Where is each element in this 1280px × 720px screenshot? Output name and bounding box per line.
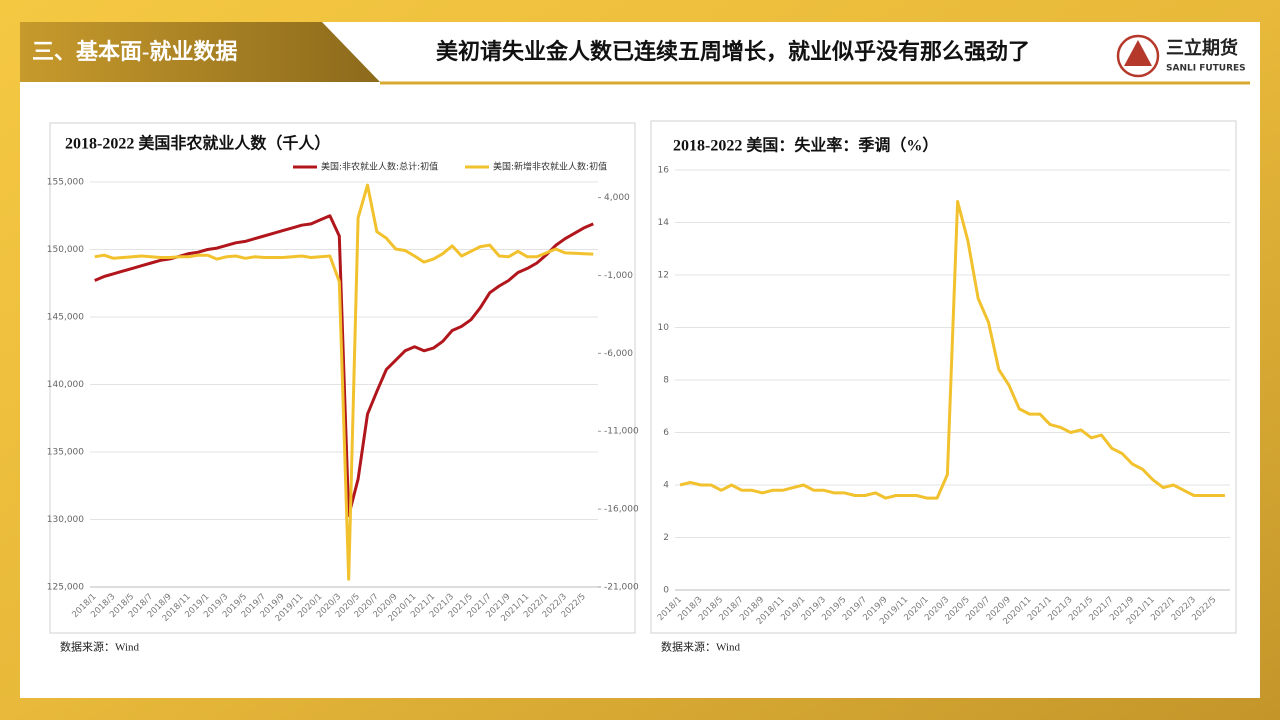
data-line [679,200,1225,500]
legend-label: 美国:非农就业人数:总计:初值 [321,161,438,173]
y-tick-label: 125,000 [47,583,84,593]
y2-tick-label: -16,000 [604,505,639,515]
y-tick-label: 145,000 [47,313,84,323]
y-tick-label: 135,000 [47,448,84,458]
y-tick-label: 6 [663,428,669,438]
section-tab [20,22,380,82]
y-tick-label: 14 [658,218,670,228]
y2-tick-label: -11,000 [604,427,639,437]
y-tick-label: 2 [663,533,669,543]
y-tick-label: 10 [658,323,670,333]
source-note: 数据来源：Wind [60,640,139,654]
data-line [94,183,594,581]
logo-ring [1116,34,1160,78]
chart-title: 2018-2022 美国非农就业人数（千人） [65,134,330,153]
chart: 2018-2022 美国：失业率：季调（%） 数据来源：Wind 0 2 4 6 8 10 12… [650,120,1237,654]
y-tick-label: 150,000 [47,245,84,255]
logo-mark [1124,40,1152,66]
chart-title: 2018-2022 美国：失业率：季调（%） [673,136,938,155]
y-tick-label: 155,000 [47,178,84,188]
y-tick-label: 4 [663,481,669,491]
y-tick-label: 140,000 [47,380,84,390]
y2-tick-label: 4,000 [604,193,630,203]
section-title: 三、基本面-就业数据 [32,39,237,64]
legend-label: 美国:新增非农就业人数:初值 [493,161,607,173]
y-tick-label: 8 [663,376,669,386]
logo-text: 三立期货 [1166,37,1238,59]
chart: 2018-2022 美国非农就业人数（千人） 数据来源：Wind 125,000 13… [47,122,639,654]
y-tick-label: 130,000 [47,515,84,525]
logo: 三立期货 SANLI FUTURES [1116,34,1246,78]
source-note: 数据来源：Wind [661,640,740,654]
logo-subtext: SANLI FUTURES [1166,64,1246,74]
y-tick-label: 16 [658,166,670,176]
chart-frame [650,120,1237,634]
slide-title: 美初请失业金人数已连续五周增长，就业似乎没有那么强劲了 [436,39,1030,64]
y2-tick-label: -21,000 [604,583,639,593]
y2-tick-label: -6,000 [604,349,633,359]
y-tick-label: 12 [658,271,669,281]
y2-tick-label: -1,000 [604,271,633,281]
y-tick-label: 0 [663,586,669,596]
